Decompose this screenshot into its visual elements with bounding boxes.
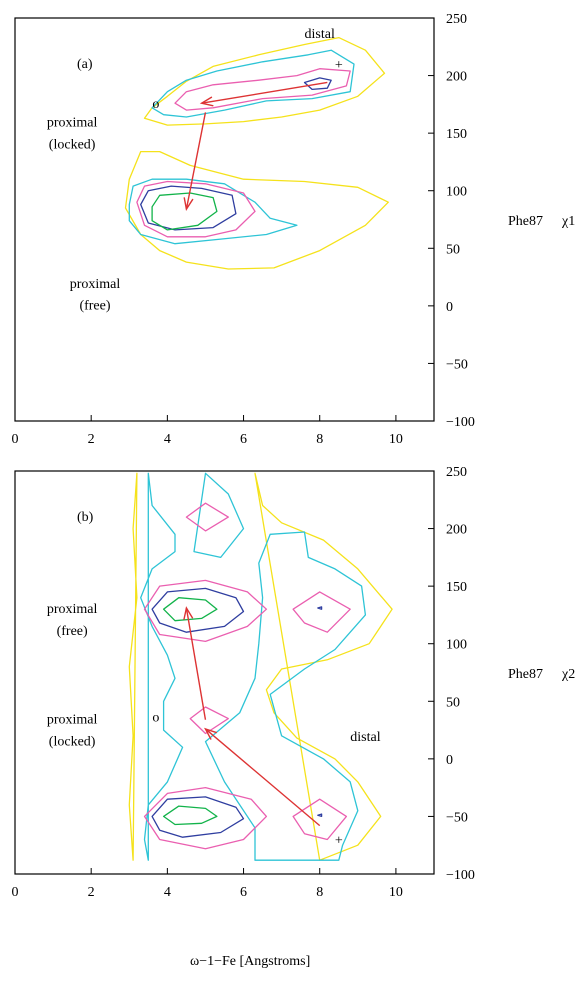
panel-a-annotation: (locked): [49, 138, 96, 153]
panel-b-contour: [151, 796, 245, 838]
panel-a-annotation: distal: [305, 27, 335, 42]
panel-b-x-tick-label: 0: [12, 885, 19, 900]
panel-b-contour: [292, 591, 351, 633]
panel-a-contour: [151, 49, 355, 118]
panel-a-layer: 0 2 4 6 8 10 −100 −50 0 50 100 150 200 250 o + distal pro…: [12, 12, 475, 447]
panel-a-y-tick-label: 50: [446, 242, 460, 257]
panel-b-contour: [143, 579, 268, 643]
panel-b-annotation: proximal: [47, 713, 98, 728]
panel-b-x-tick-label: 10: [389, 885, 403, 900]
panel-a-contour: [128, 178, 298, 245]
panel-a-ylabel: Phe87: [508, 214, 543, 229]
panel-a-y-tick-label: 150: [446, 127, 467, 142]
panel-b-y-tick-label: 100: [446, 638, 467, 653]
panel-b-contour: [292, 798, 348, 841]
panel-a-annotation: (free): [79, 299, 110, 314]
panel-a-marker: o: [152, 97, 159, 112]
panel-a-label: (a): [77, 57, 93, 72]
panel-a-arrowhead: [199, 96, 214, 107]
panel-b-layer: 0 2 4 6 8 10 −100 −50 0 50 100 150 200 250 o + proximal (…: [12, 465, 475, 900]
panel-b-x-tick-label: 8: [316, 885, 323, 900]
panel-a-x-tick-label: 8: [316, 432, 323, 447]
panel-a-contour: [174, 68, 351, 111]
panel-b-contour: [140, 472, 184, 861]
panel-b-y-tick-label: −100: [446, 868, 475, 883]
panel-b-contour: [317, 606, 323, 610]
panel-b-contour: [185, 502, 229, 532]
panel-b-y-tick-label: 0: [446, 753, 453, 768]
panel-b-annotation: (locked): [49, 734, 96, 749]
panel-b-label: (b): [77, 510, 94, 525]
panel-a-x-tick-label: 10: [389, 432, 403, 447]
panel-b-marker: +: [335, 833, 343, 848]
panel-b-contour: [254, 472, 393, 861]
panel-b-y-tick-label: −50: [446, 810, 468, 825]
panel-b-contour: [143, 786, 268, 850]
panel-b-arrow: [205, 728, 321, 827]
panel-a-contour: [143, 36, 386, 126]
panel-b-ylabel: Phe87: [508, 667, 543, 682]
panel-a-marker: +: [335, 58, 343, 73]
panel-a-annotation: proximal: [70, 277, 121, 292]
panel-a-annotation: proximal: [47, 116, 98, 131]
panel-b-contour: [204, 531, 367, 861]
panel-b-y-tick-label: 200: [446, 523, 467, 538]
panel-b-frame: [14, 470, 435, 875]
panel-b-annotation: distal: [350, 730, 380, 745]
panel-a-ylabel-symbol: χ1: [561, 214, 575, 229]
panel-a-x-tick-label: 4: [164, 432, 171, 447]
panel-a-y-tick-label: 200: [446, 70, 467, 85]
panel-b-contour: [151, 587, 245, 633]
panel-b-annotation: (free): [57, 624, 88, 639]
panel-b-contour: [193, 472, 245, 559]
panel-b-contour: [162, 597, 218, 622]
panel-b-contour: [128, 472, 138, 861]
panel-a-frame: [14, 17, 435, 422]
panel-a-y-tick-label: 100: [446, 185, 467, 200]
panel-b-y-tick-label: 50: [446, 695, 460, 710]
panel-b-y-tick-label: 150: [446, 580, 467, 595]
panel-b-arrowhead: [183, 606, 194, 620]
panel-a-contour: [303, 77, 332, 91]
panel-a-y-tick-label: −100: [446, 415, 475, 430]
panel-a-contour: [124, 150, 389, 270]
panel-a-contour: [136, 180, 256, 238]
panel-b-x-tick-label: 4: [164, 885, 171, 900]
panel-b-contour: [189, 706, 229, 735]
panel-b-y-tick-label: 250: [446, 465, 467, 480]
panel-b-ylabel-symbol: χ2: [561, 667, 575, 682]
panel-b-x-tick-label: 6: [240, 885, 247, 900]
panel-b-marker: o: [152, 710, 159, 725]
panel-a-arrowhead: [183, 197, 194, 211]
panel-a-y-tick-label: 0: [446, 300, 453, 315]
panel-b-annotation: proximal: [47, 602, 98, 617]
panel-a-arrow: [201, 81, 328, 104]
panel-b-contour: [317, 813, 323, 818]
panel-b-contour: [162, 805, 218, 826]
x-axis-label: ω−1−Fe [Angstroms]: [190, 954, 310, 969]
panel-b-arrow: [185, 607, 207, 720]
panel-a-contour: [151, 192, 218, 231]
panel-a-y-tick-label: 250: [446, 12, 467, 27]
panel-a-x-tick-label: 6: [240, 432, 247, 447]
panel-b-arrowhead: [204, 727, 218, 740]
panel-a-x-tick-label: 2: [88, 432, 95, 447]
panel-a-y-tick-label: −50: [446, 357, 468, 372]
panel-a-x-tick-label: 0: [12, 432, 19, 447]
panel-a-arrow: [185, 112, 207, 210]
panel-b-x-tick-label: 2: [88, 885, 95, 900]
